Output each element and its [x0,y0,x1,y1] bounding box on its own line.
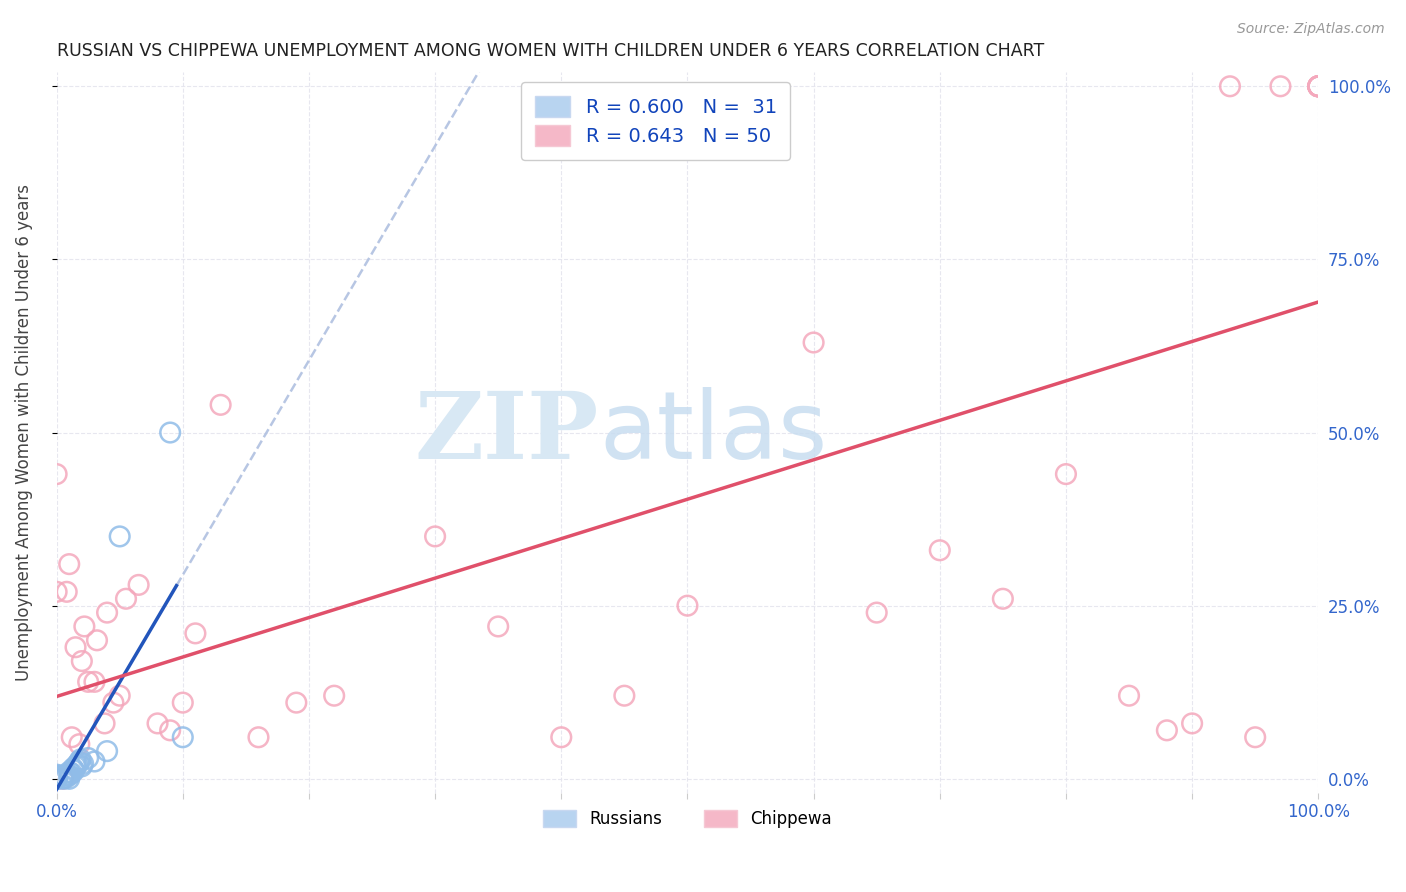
Point [103,696,125,710]
Text: Source: ZipAtlas.com: Source: ZipAtlas.com [1237,22,1385,37]
Point [69,752,91,766]
Point [66,758,89,772]
Point [45,770,67,784]
Point [1054,467,1077,481]
Point [146,716,169,731]
Legend: Russians, Chippewa: Russians, Chippewa [536,803,839,835]
Point [247,731,270,745]
Point [72,756,94,771]
Point [108,529,131,543]
Point [65,640,87,655]
Point [1308,79,1330,94]
Point [70,759,93,773]
Point [45,584,67,599]
Point [1308,79,1330,94]
Point [96,744,118,758]
Point [55,584,77,599]
Point [67,737,90,751]
Point [77,674,100,689]
Point [159,723,181,738]
Point [159,425,181,440]
Text: ZIP: ZIP [415,387,599,477]
Point [1219,79,1241,94]
Point [62,761,84,775]
Point [1308,79,1330,94]
Point [1118,689,1140,703]
Point [63,764,86,778]
Point [108,689,131,703]
Point [613,689,636,703]
Point [45,768,67,782]
Point [55,771,77,785]
Point [45,467,67,481]
Point [58,772,80,786]
Point [73,619,96,633]
Point [285,696,308,710]
Point [65,759,87,773]
Point [77,751,100,765]
Point [172,731,194,745]
Point [991,591,1014,606]
Point [128,578,150,592]
Point [83,674,105,689]
Point [70,654,93,668]
Point [58,768,80,782]
Point [423,529,446,543]
Point [53,770,76,784]
Point [676,599,699,613]
Point [1270,79,1292,94]
Point [45,771,67,785]
Point [58,557,80,571]
Point [45,767,67,781]
Point [86,633,108,648]
Point [52,772,75,786]
Point [550,731,572,745]
Point [60,731,83,745]
Point [52,772,75,786]
Point [209,398,232,412]
Point [93,716,115,731]
Point [866,606,889,620]
Point [45,769,67,783]
Point [60,766,83,780]
Point [1156,723,1178,738]
Point [58,764,80,779]
Point [1308,79,1330,94]
Point [1181,716,1204,731]
Point [45,772,67,786]
Text: RUSSIAN VS CHIPPEWA UNEMPLOYMENT AMONG WOMEN WITH CHILDREN UNDER 6 YEARS CORRELA: RUSSIAN VS CHIPPEWA UNEMPLOYMENT AMONG W… [56,42,1043,60]
Point [96,606,118,620]
Point [172,696,194,710]
Point [184,626,207,640]
Point [67,756,90,771]
Y-axis label: Unemployment Among Women with Children Under 6 years: Unemployment Among Women with Children U… [15,184,32,681]
Point [45,772,67,786]
Point [52,768,75,782]
Point [928,543,950,558]
Point [486,619,509,633]
Point [1308,79,1330,94]
Point [323,689,346,703]
Point [83,755,105,769]
Point [45,772,67,786]
Point [67,755,90,769]
Point [1244,731,1267,745]
Point [1308,79,1330,94]
Point [1308,79,1330,94]
Point [803,335,825,350]
Point [115,591,138,606]
Text: atlas: atlas [599,386,827,478]
